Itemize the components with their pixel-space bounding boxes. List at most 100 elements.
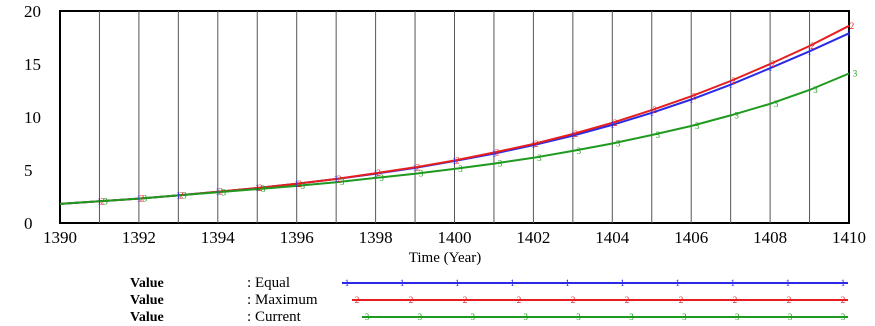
- series-line-current: [59, 72, 850, 205]
- legend-marker: 2: [841, 295, 846, 305]
- data-point-equal: 1: [294, 179, 299, 189]
- series-lines: [59, 24, 850, 205]
- data-point-current: 3: [143, 194, 148, 204]
- data-point-maximum: 2: [534, 139, 539, 149]
- data-point-equal: 1: [176, 190, 181, 200]
- legend-marker: 3: [523, 312, 528, 322]
- data-point-equal: 1: [807, 46, 812, 56]
- data-point-equal: 1: [689, 95, 694, 105]
- legend-value-label: Value: [130, 310, 164, 325]
- legend-colon: :: [247, 275, 251, 291]
- legend-marker: 2: [355, 295, 360, 305]
- data-point-maximum: 2: [692, 91, 697, 101]
- data-point-current: 3: [222, 187, 227, 197]
- data-point-maximum: 2: [376, 168, 381, 178]
- data-point-equal: 1: [97, 196, 102, 206]
- data-point-maximum: 2: [613, 118, 618, 128]
- legend-value-label: Value: [130, 293, 164, 308]
- data-point-equal: 1: [728, 80, 733, 90]
- y-tick-label: 5: [24, 161, 33, 180]
- x-tick-label: 1406: [674, 228, 708, 247]
- data-point-maximum: 2: [297, 179, 302, 189]
- legend-marker: 1: [455, 278, 460, 288]
- legend-marker: 1: [620, 278, 625, 288]
- legend-series-name: Current: [255, 309, 302, 325]
- legend-value-label: Value: [130, 276, 164, 291]
- data-point-equal: 1: [768, 63, 773, 73]
- data-point-current: 3: [261, 184, 266, 194]
- data-point-maximum: 2: [258, 183, 263, 193]
- data-point-current: 3: [774, 99, 779, 109]
- legend-marker: 3: [471, 312, 476, 322]
- data-point-equal: 1: [137, 194, 142, 204]
- legend-marker: 2: [517, 295, 522, 305]
- data-point-equal: 1: [373, 169, 378, 179]
- data-point-current: 3: [498, 159, 503, 169]
- data-point-current: 3: [379, 173, 384, 183]
- data-point-equal: 1: [413, 163, 418, 173]
- legend-marker: 3: [735, 312, 740, 322]
- data-point-equal: 1: [216, 187, 221, 197]
- legend-marker: 2: [409, 295, 414, 305]
- data-point-equal: 1: [610, 120, 615, 130]
- legend-marker: 2: [571, 295, 576, 305]
- data-point-maximum: 2: [771, 59, 776, 69]
- data-point-current: 3: [656, 130, 661, 140]
- data-point-current: 3: [458, 164, 463, 174]
- data-point-maximum: 2: [574, 129, 579, 139]
- y-tick-label: 15: [24, 55, 41, 74]
- data-point-current: 3: [300, 181, 305, 191]
- legend-marker: 3: [418, 312, 423, 322]
- data-point-current: 3: [340, 177, 345, 187]
- data-point-maximum: 2: [653, 105, 658, 115]
- x-tick-label: 1398: [359, 228, 393, 247]
- legend-series-name: Maximum: [255, 292, 318, 308]
- x-axis-ticks: 1390 1392 1394 1396 1398 1400 1402 1404 1406 1408…: [43, 228, 866, 247]
- data-point-current: 3: [734, 110, 739, 120]
- x-tick-label: 1400: [438, 228, 472, 247]
- x-axis-title: Time (Year): [409, 250, 482, 266]
- legend-marker: 3: [576, 312, 581, 322]
- legend-marker: 2: [463, 295, 468, 305]
- data-point-maximum: 2: [100, 196, 105, 206]
- legend-marker: 3: [788, 312, 793, 322]
- x-tick-label: 1392: [122, 228, 156, 247]
- data-point-maximum: 2: [219, 187, 224, 197]
- legend-marker: 1: [841, 278, 846, 288]
- data-point-maximum: 2: [140, 194, 145, 204]
- legend-marker: 1: [675, 278, 680, 288]
- legend-marker: 3: [365, 312, 370, 322]
- data-point-current: 3: [577, 146, 582, 156]
- data-point-current: 3: [853, 69, 858, 79]
- legend-marker: 2: [625, 295, 630, 305]
- x-tick-label: 1404: [595, 228, 630, 247]
- legend-marker: 1: [565, 278, 570, 288]
- x-tick-label: 1396: [280, 228, 314, 247]
- legend-marker: 2: [679, 295, 684, 305]
- data-point-equal: 1: [847, 28, 852, 38]
- data-point-maximum: 2: [416, 162, 421, 172]
- x-tick-label: 1408: [753, 228, 787, 247]
- legend-marker: 2: [733, 295, 738, 305]
- data-point-maximum: 2: [495, 148, 500, 158]
- legend-marker: 3: [629, 312, 634, 322]
- x-tick-label: 1394: [201, 228, 236, 247]
- data-point-equal: 1: [571, 131, 576, 141]
- legend-colon: :: [247, 292, 251, 308]
- grid-lines: [98, 11, 811, 223]
- x-tick-label: 1390: [43, 228, 77, 247]
- legend-marker: 2: [787, 295, 792, 305]
- data-point-current: 3: [419, 169, 424, 179]
- legend-marker: 3: [841, 312, 846, 322]
- data-point-equal: 1: [334, 174, 339, 184]
- data-point-current: 3: [182, 190, 187, 200]
- data-point-maximum: 2: [337, 174, 342, 184]
- data-point-equal: 1: [492, 149, 497, 159]
- legend-series-name: Equal: [255, 275, 290, 291]
- data-point-maximum: 2: [731, 76, 736, 86]
- legend-marker: 3: [682, 312, 687, 322]
- data-point-current: 3: [616, 139, 621, 149]
- x-tick-label: 1410: [832, 228, 866, 247]
- y-axis-ticks: 0 5 10 15 20: [24, 2, 41, 233]
